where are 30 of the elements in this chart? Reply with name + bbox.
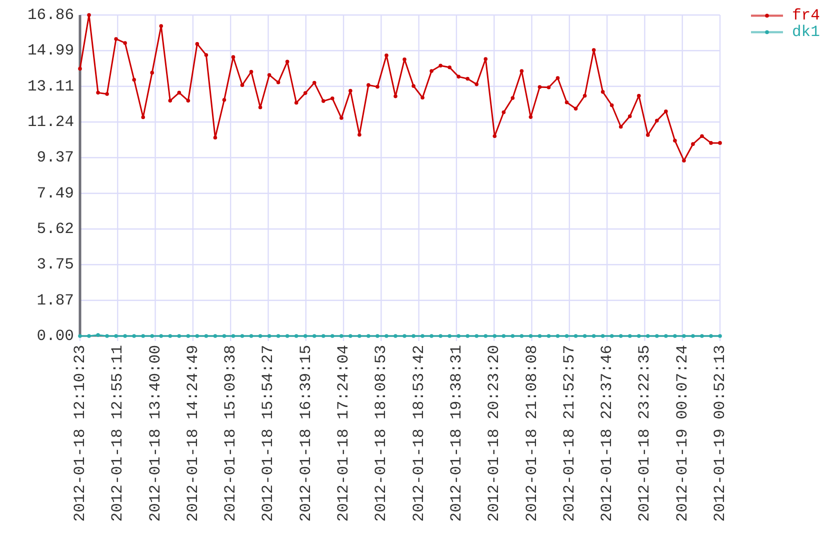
x-tick-label: 2012-01-18 23:22:35 [636,345,654,522]
y-tick-label: 5.62 [36,220,74,238]
y-tick-label: 9.37 [36,148,74,167]
y-tick-label: 7.49 [36,184,74,202]
x-tick-label: 2012-01-18 21:52:57 [560,345,578,522]
x-tick-label: 2012-01-19 00:07:24 [673,345,692,522]
x-tick-label: 2012-01-18 13:40:00 [146,345,164,522]
x-tick-label: 2012-01-18 18:53:42 [410,345,428,522]
x-tick-label: 2012-01-18 19:38:31 [447,345,466,522]
x-tick-label: 2012-01-18 15:54:27 [259,345,278,522]
y-tick-label: 11.24 [27,113,74,131]
x-tick-label: 2012-01-18 17:24:04 [334,345,353,522]
x-tick-label: 2012-01-18 12:55:11 [108,345,127,522]
y-tick-label: 14.99 [27,42,74,60]
legend-label: dk1 [792,23,820,42]
y-tick-label: 1.87 [36,291,74,310]
y-tick-label: 16.86 [27,6,74,24]
y-tick-label: 0.00 [36,327,74,345]
x-tick-label: 2012-01-18 20:23:20 [485,345,504,522]
legend-label: fr4 [792,6,820,25]
x-tick-label: 2012-01-18 22:37:46 [598,345,616,522]
x-tick-label: 2012-01-18 21:08:08 [522,345,541,522]
x-tick-label: 2012-01-18 14:24:49 [184,345,202,522]
x-tick-label: 2012-01-18 18:08:53 [372,345,390,522]
x-tick-label: 2012-01-19 00:52:13 [711,345,729,522]
y-tick-label: 13.11 [27,77,74,96]
y-tick-label: 3.75 [36,256,74,274]
x-tick-label: 2012-01-18 15:09:38 [222,345,240,522]
x-tick-label: 2012-01-18 12:10:23 [71,345,89,522]
x-tick-label: 2012-01-18 16:39:15 [296,345,315,522]
